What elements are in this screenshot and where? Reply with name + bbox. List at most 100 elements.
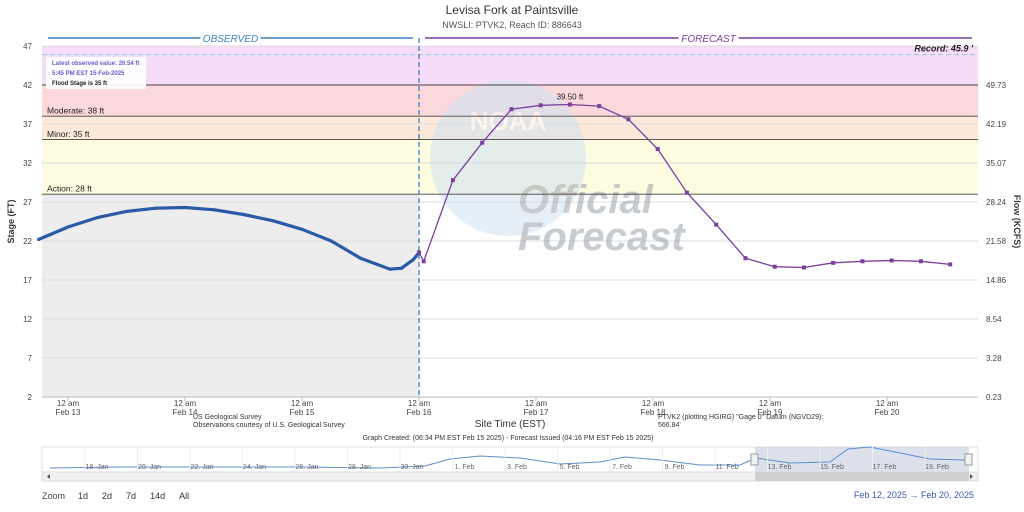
navigator-scrollbar[interactable] (41, 471, 979, 482)
forecast-point (860, 259, 865, 264)
scroll-left-arrow-icon[interactable] (47, 474, 50, 479)
y-right-tick-label: 8.54 (986, 315, 1002, 324)
scroll-right-arrow-icon[interactable] (970, 474, 973, 479)
forecast-point (655, 146, 660, 151)
navigator-scrollbar-thumb[interactable] (755, 472, 969, 481)
latest-observed-box: Latest observed value: 20.54 ft 5:45 PM … (46, 57, 146, 89)
navigator-date-label: 26. Jan (296, 464, 319, 471)
observed-region-background (42, 194, 419, 397)
zoom-14d-button[interactable]: 14d (150, 491, 166, 501)
forecast-point (480, 140, 485, 145)
graph-created-note: Graph Created: (06:34 PM EST Feb 15 2025… (363, 435, 654, 442)
navigator-date-label: 28. Jan (348, 464, 371, 471)
navigator-date-label: 13. Feb (768, 464, 792, 471)
noaa-logo-text: NOAA (470, 106, 547, 136)
x-tick-time: 12 am (876, 399, 899, 408)
chart-subtitle: NWSLI: PTVK2, Reach ID: 886643 (442, 20, 582, 30)
observed-point (399, 266, 404, 270)
y-right-tick-label: 0.23 (986, 393, 1002, 402)
forecast-point (509, 107, 514, 112)
navigator-date-label: 9. Feb (665, 464, 685, 471)
observed-point (411, 258, 415, 262)
forecast-line (418, 103, 951, 269)
navigator-date-label: 22. Jan (191, 464, 214, 471)
observed-header-label: OBSERVED (203, 34, 258, 45)
forecast-point (421, 259, 426, 264)
navigator-date-label: 17. Feb (873, 464, 897, 471)
navigator-date-labels: 18. Jan 20. Jan 22. Jan 24. Jan 26. Jan 28. J… (84, 447, 949, 472)
observed-point (271, 219, 275, 223)
forecast-header-label: FORECAST (681, 34, 736, 45)
zoom-1d-button[interactable]: 1d (78, 491, 89, 501)
x-tick-date: Feb 14 (173, 408, 198, 417)
range-arrow: → (909, 490, 919, 500)
x-axis-label: Site Time (EST) (475, 419, 546, 430)
fc-hdr-label-bg (678, 33, 739, 44)
navigator-date-label: 24. Jan (243, 464, 266, 471)
observed-point (241, 212, 246, 217)
y-right-tick-label: 35.07 (986, 159, 1007, 168)
range-from-date[interactable]: Feb 12, 2025 (853, 490, 907, 500)
threshold-lines: Moderate: 38 ft Minor: 35 ft Action: 28 ft (42, 84, 978, 195)
threshold-label-action: Action: 28 ft (47, 184, 93, 194)
observed-point (124, 209, 129, 213)
navigator-date-label: 20. Jan (138, 464, 161, 471)
y-right-tick-label: 49.73 (986, 81, 1007, 90)
navigator-date-label: 3. Feb (507, 464, 527, 471)
source-note-usgs-courtesy: Observations courtesy of U.S. Geological… (193, 422, 345, 429)
x-tick-time: 12 am (291, 399, 314, 408)
y-axis-right-label: Flow (KCFS) (1012, 195, 1022, 249)
forecast-point (772, 264, 777, 269)
observed-point (154, 206, 158, 210)
navigator-date-label: 11. Feb (715, 464, 738, 471)
observed-line (37, 205, 421, 271)
y-tick-label: 42 (23, 81, 32, 90)
y-tick-label: 17 (23, 276, 32, 285)
observed-point (358, 256, 363, 260)
x-tick-time: 12 am (174, 399, 197, 408)
y-tick-label: 7 (28, 354, 33, 363)
observed-point (183, 205, 187, 210)
x-tick-time: 12 am (57, 399, 80, 408)
y-axis-right: 0.23 3.28 8.54 14.86 21.58 28.24 35.07 42.19 49.… (986, 81, 1007, 402)
navigator-date-label: 1. Feb (455, 464, 475, 471)
y-right-tick-label: 3.28 (986, 354, 1002, 363)
y-tick-label: 12 (23, 315, 32, 324)
range-to-date[interactable]: Feb 20, 2025 (920, 490, 974, 500)
record-label: Record: 45.9 ' (914, 44, 974, 54)
x-tick-time: 12 am (759, 399, 782, 408)
x-tick-date: Feb 19 (758, 408, 783, 417)
navigator-date-label: 5. Feb (560, 464, 580, 471)
forecast-point (417, 250, 421, 255)
zoom-controls: Zoom 1d 2d 7d 14d All (42, 489, 194, 503)
zoom-all-button[interactable]: All (179, 491, 190, 501)
official-forecast-watermark: NOAA Official Forecast (430, 80, 686, 259)
forecast-point (626, 117, 631, 122)
forecast-point (567, 102, 572, 107)
forecast-point (831, 260, 836, 265)
band-major (42, 46, 978, 85)
zoom-7d-button[interactable]: 7d (126, 491, 137, 501)
latest-observed-time: 5:45 PM EST 15-Feb-2025 (52, 71, 125, 77)
threshold-label-moderate: Moderate: 38 ft (47, 106, 105, 116)
forecast-point (538, 103, 543, 108)
zoom-2d-button[interactable]: 2d (102, 491, 113, 501)
forecast-point (948, 262, 953, 267)
range-navigator[interactable]: 18. Jan 20. Jan 22. Jan 24. Jan 26. Jan 28. J… (41, 446, 979, 482)
navigator-date-label: 15. Feb (820, 464, 844, 471)
navigator-date-label: 18. Jan (86, 464, 109, 471)
forecast-point (801, 265, 806, 270)
x-tick-time: 12 am (525, 399, 548, 408)
chart-title: Levisa Fork at Paintsville (446, 3, 579, 17)
navigator-left-handle[interactable] (750, 453, 759, 466)
y-tick-label: 22 (23, 237, 32, 246)
forecast-point (743, 256, 748, 261)
obs-hdr-label-bg (200, 33, 261, 44)
navigator-right-handle[interactable] (964, 453, 973, 466)
y-right-tick-label: 42.19 (986, 120, 1007, 129)
latest-observed-box-bg (46, 57, 146, 89)
watermark-official: Official (518, 178, 654, 222)
forecast-series (417, 102, 953, 270)
